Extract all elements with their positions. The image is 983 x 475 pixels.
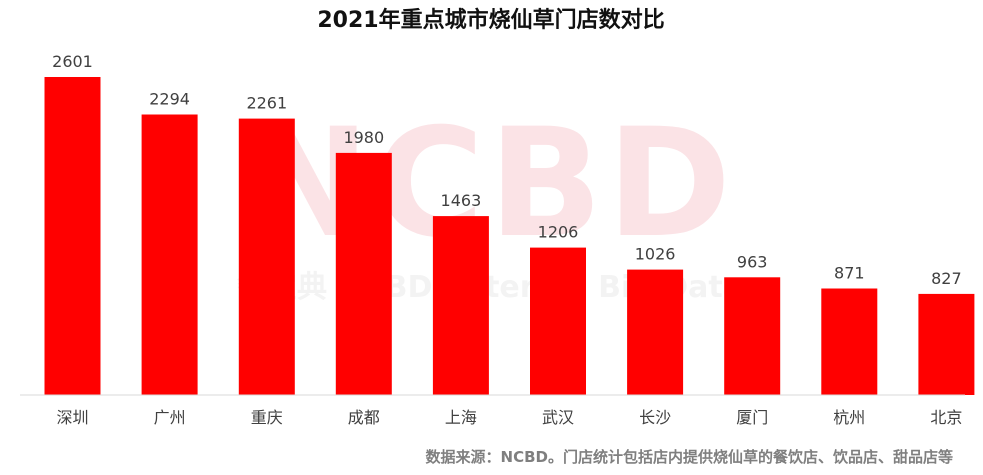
bars-group — [44, 77, 975, 395]
chart-title: 2021年重点城市烧仙草门店数对比 — [317, 7, 664, 33]
x-tick-label-0: 深圳 — [56, 408, 88, 427]
x-tick-labels-group: 深圳 广州 重庆 成都 上海 武汉 长沙 厦门 杭州 北京 — [56, 408, 962, 427]
x-tick-label-8: 杭州 — [833, 408, 865, 427]
value-label-4: 1463 — [441, 191, 482, 210]
value-label-7: 963 — [737, 252, 768, 271]
bar-3 — [335, 152, 392, 395]
bar-6 — [627, 269, 684, 395]
value-label-3: 1980 — [343, 128, 384, 147]
bar-1 — [141, 114, 198, 395]
value-label-1: 2294 — [149, 90, 190, 109]
value-label-5: 1206 — [538, 223, 579, 242]
bar-4 — [432, 216, 489, 395]
x-tick-label-7: 厦门 — [736, 408, 768, 427]
bar-7 — [724, 277, 781, 395]
x-tick-label-2: 重庆 — [251, 408, 283, 427]
x-tick-label-6: 长沙 — [639, 408, 671, 427]
x-tick-label-9: 北京 — [930, 408, 962, 427]
bar-9 — [918, 293, 975, 395]
value-label-6: 1026 — [635, 245, 676, 264]
x-tick-label-4: 上海 — [445, 408, 477, 427]
source-note: 数据来源：NCBD。门店统计包括店内提供烧仙草的餐饮店、饮品店、甜品店等 — [426, 448, 953, 466]
value-label-9: 827 — [931, 269, 962, 288]
bar-5 — [530, 247, 586, 395]
x-tick-label-3: 成都 — [348, 408, 380, 427]
value-label-8: 871 — [834, 264, 865, 283]
value-label-0: 2601 — [52, 52, 93, 71]
bar-8 — [821, 288, 878, 395]
value-labels-group: 2601 2294 2261 1980 1463 1206 1026 963 871 827 — [52, 52, 962, 288]
x-tick-label-1: 广州 — [154, 408, 186, 427]
bar-0 — [44, 77, 101, 395]
value-label-2: 2261 — [246, 94, 287, 113]
x-tick-label-5: 武汉 — [542, 408, 574, 427]
bar-2 — [238, 118, 295, 395]
